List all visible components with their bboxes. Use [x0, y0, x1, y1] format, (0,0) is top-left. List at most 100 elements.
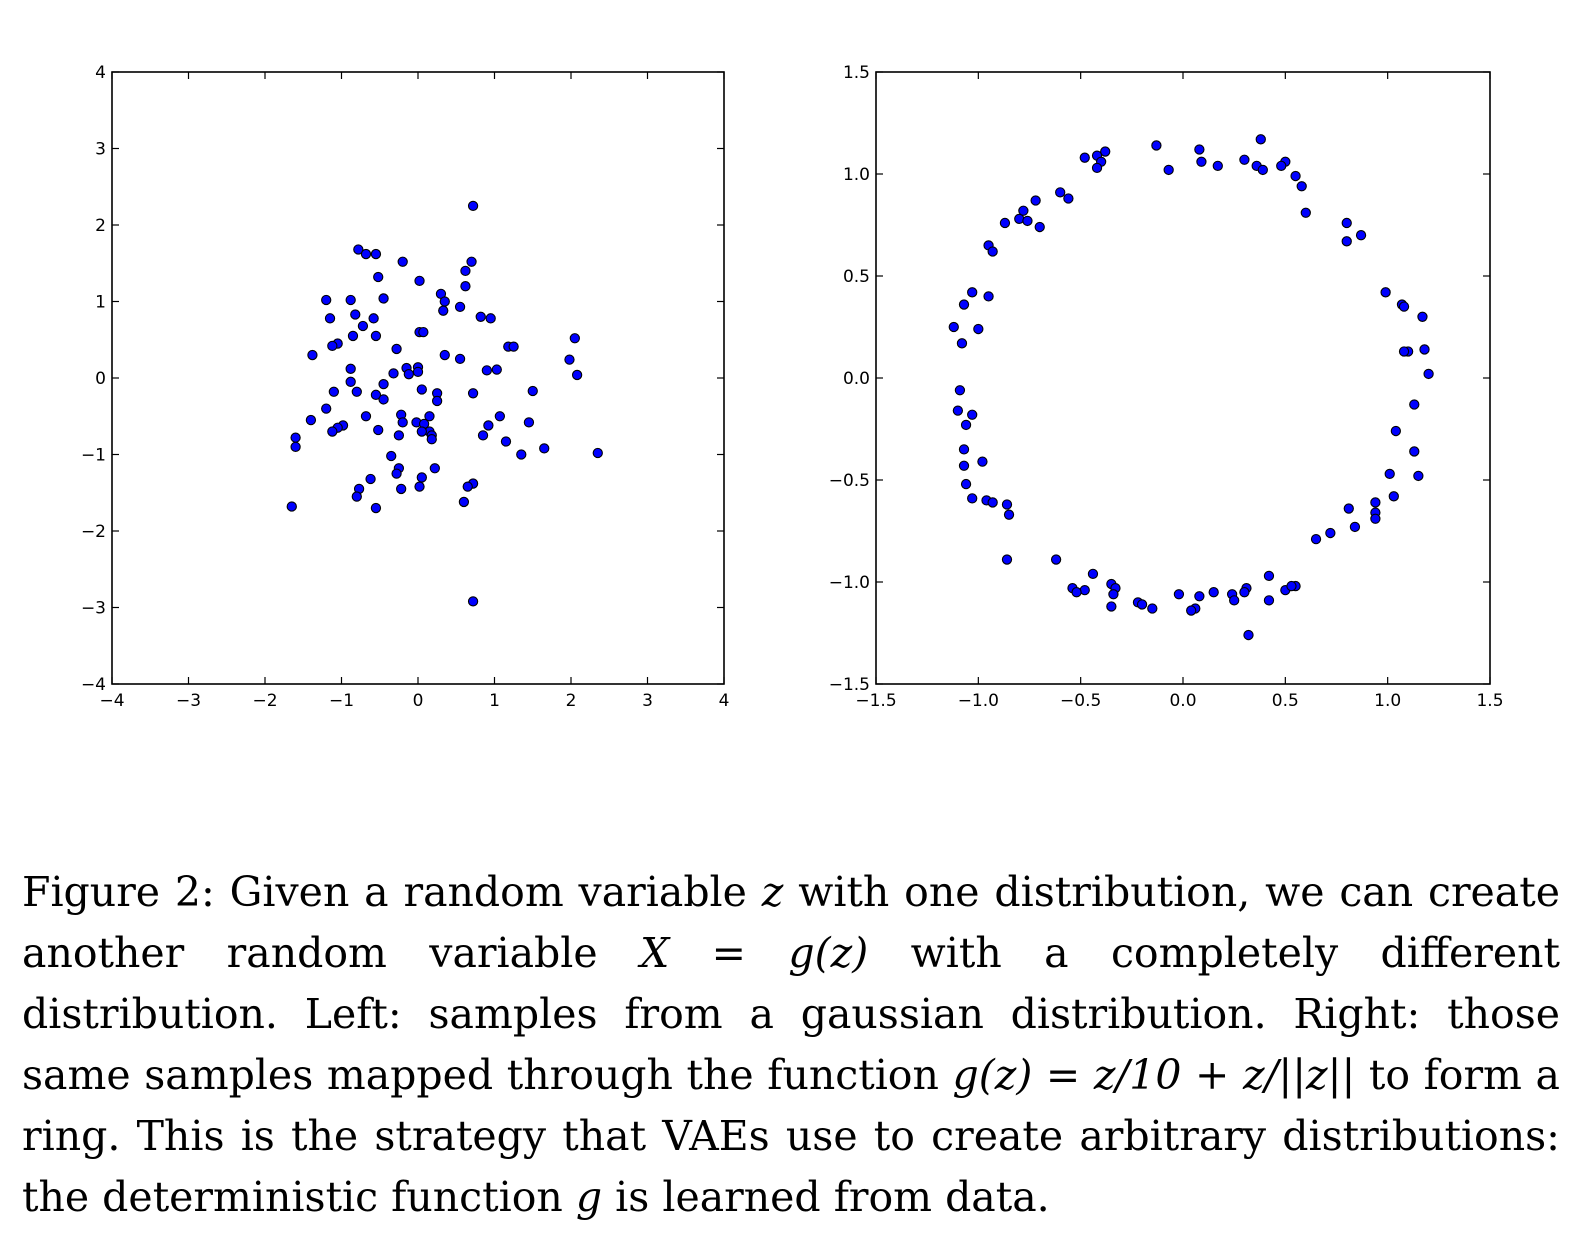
left-data-point	[391, 343, 402, 355]
right-ytick-label: 0.0	[843, 369, 870, 389]
right-data-point	[1409, 446, 1420, 457]
left-data-point	[351, 386, 362, 397]
caption-var-x: X	[640, 929, 670, 977]
right-data-point	[1276, 160, 1287, 171]
right-data-point	[1055, 187, 1066, 198]
right-ytick-label: 1.0	[843, 165, 870, 185]
left-data-point	[305, 414, 317, 426]
caption-text-3: with a completely different distribution…	[22, 929, 1560, 1099]
left-data-point	[327, 340, 338, 352]
right-scatter-plot: −1.5 −1.0 −0.5 0.0 0.5 1.0 1.5 −1.5 −1.0 −0.5 0.0 0…	[829, 63, 1504, 711]
left-data-point	[569, 333, 580, 344]
left-data-point	[290, 441, 301, 452]
left-data-point	[467, 596, 479, 607]
right-data-point	[1239, 154, 1250, 165]
left-data-point	[397, 417, 408, 428]
right-data-point	[1147, 603, 1158, 614]
left-data-point	[475, 311, 486, 322]
right-data-point	[1388, 491, 1399, 502]
left-data-point	[324, 313, 336, 324]
right-data-point	[1349, 521, 1361, 533]
left-data-point	[500, 436, 512, 447]
left-data-point	[365, 473, 376, 485]
right-data-point	[1186, 605, 1197, 616]
left-data-point	[321, 294, 332, 306]
caption-var-z: z	[761, 868, 784, 916]
right-data-point	[956, 338, 968, 349]
caption-equals-2: =	[1045, 1051, 1081, 1099]
left-data-point	[351, 491, 362, 502]
left-ytick-label: 0	[95, 369, 106, 389]
left-data-point	[592, 447, 603, 459]
left-data-point	[485, 313, 496, 324]
right-ytick-label: 0.5	[843, 267, 870, 287]
left-data-point	[438, 305, 449, 316]
right-data-point	[1384, 468, 1395, 480]
caption-text-2: with one distribution, we can create ano…	[22, 868, 1560, 977]
left-xtick-label: 3	[642, 691, 653, 711]
left-data-point	[412, 366, 424, 378]
caption-label: Figure 2:	[22, 868, 215, 916]
right-data-point	[1310, 534, 1322, 545]
left-xtick-label: −1	[329, 691, 354, 711]
left-data-point	[494, 411, 506, 422]
left-data-point	[439, 296, 450, 307]
left-data-point	[426, 434, 437, 445]
right-data-point	[958, 299, 970, 310]
caption-formula: z/10 + z/||z||	[1093, 1051, 1356, 1099]
right-data-point	[977, 456, 988, 467]
left-data-point	[516, 449, 527, 460]
right-data-point	[1071, 587, 1082, 598]
left-data-point	[462, 481, 473, 492]
left-data-point	[454, 353, 466, 365]
left-xtick-label: −2	[252, 691, 277, 711]
left-data-point	[350, 309, 361, 320]
right-data-point	[1018, 205, 1029, 216]
right-data-point	[1390, 425, 1402, 437]
left-data-point	[481, 365, 492, 376]
left-data-point	[527, 385, 538, 397]
right-data-point	[1263, 595, 1275, 606]
right-data-point	[1243, 629, 1254, 641]
left-data-point	[327, 426, 338, 437]
left-data-point	[378, 378, 389, 390]
left-ytick-label: −4	[81, 675, 106, 695]
right-data-point	[967, 493, 978, 504]
right-data-point	[1296, 181, 1307, 192]
left-data-point	[360, 248, 372, 260]
right-data-point	[999, 217, 1011, 229]
right-data-point	[1100, 146, 1111, 157]
right-data-point	[1163, 164, 1174, 176]
right-data-point	[1290, 170, 1301, 182]
left-data-point	[373, 424, 384, 436]
left-data-point	[416, 384, 427, 395]
caption-equals-1: =	[711, 929, 747, 977]
left-data-point	[378, 394, 389, 405]
left-data-point	[388, 368, 399, 379]
left-data-point	[429, 463, 440, 474]
right-data-point	[1022, 215, 1033, 227]
left-data-point	[321, 403, 332, 414]
right-data-point	[1370, 513, 1381, 524]
right-data-point	[1208, 587, 1219, 598]
caption-text-5: is learned from data.	[615, 1173, 1050, 1221]
left-data-point	[416, 426, 427, 437]
left-data-point	[347, 330, 359, 342]
left-data-point	[373, 271, 384, 283]
left-ytick-label: 3	[95, 140, 106, 160]
caption-func-g-1: g	[788, 929, 815, 977]
right-xtick-label: 0.5	[1272, 691, 1299, 711]
left-xtick-label: 0	[413, 691, 424, 711]
left-data-point	[458, 496, 470, 508]
left-data-point	[508, 341, 519, 352]
left-plot-frame	[111, 71, 725, 685]
right-data-point	[1263, 570, 1275, 582]
right-data-point	[1196, 156, 1207, 167]
right-data-point	[1413, 470, 1424, 482]
left-data-point	[431, 395, 443, 407]
right-data-point	[967, 409, 978, 420]
right-data-point	[1257, 164, 1268, 176]
right-data-point	[1229, 595, 1240, 606]
left-data-point	[345, 376, 356, 387]
left-data-point	[345, 294, 356, 306]
